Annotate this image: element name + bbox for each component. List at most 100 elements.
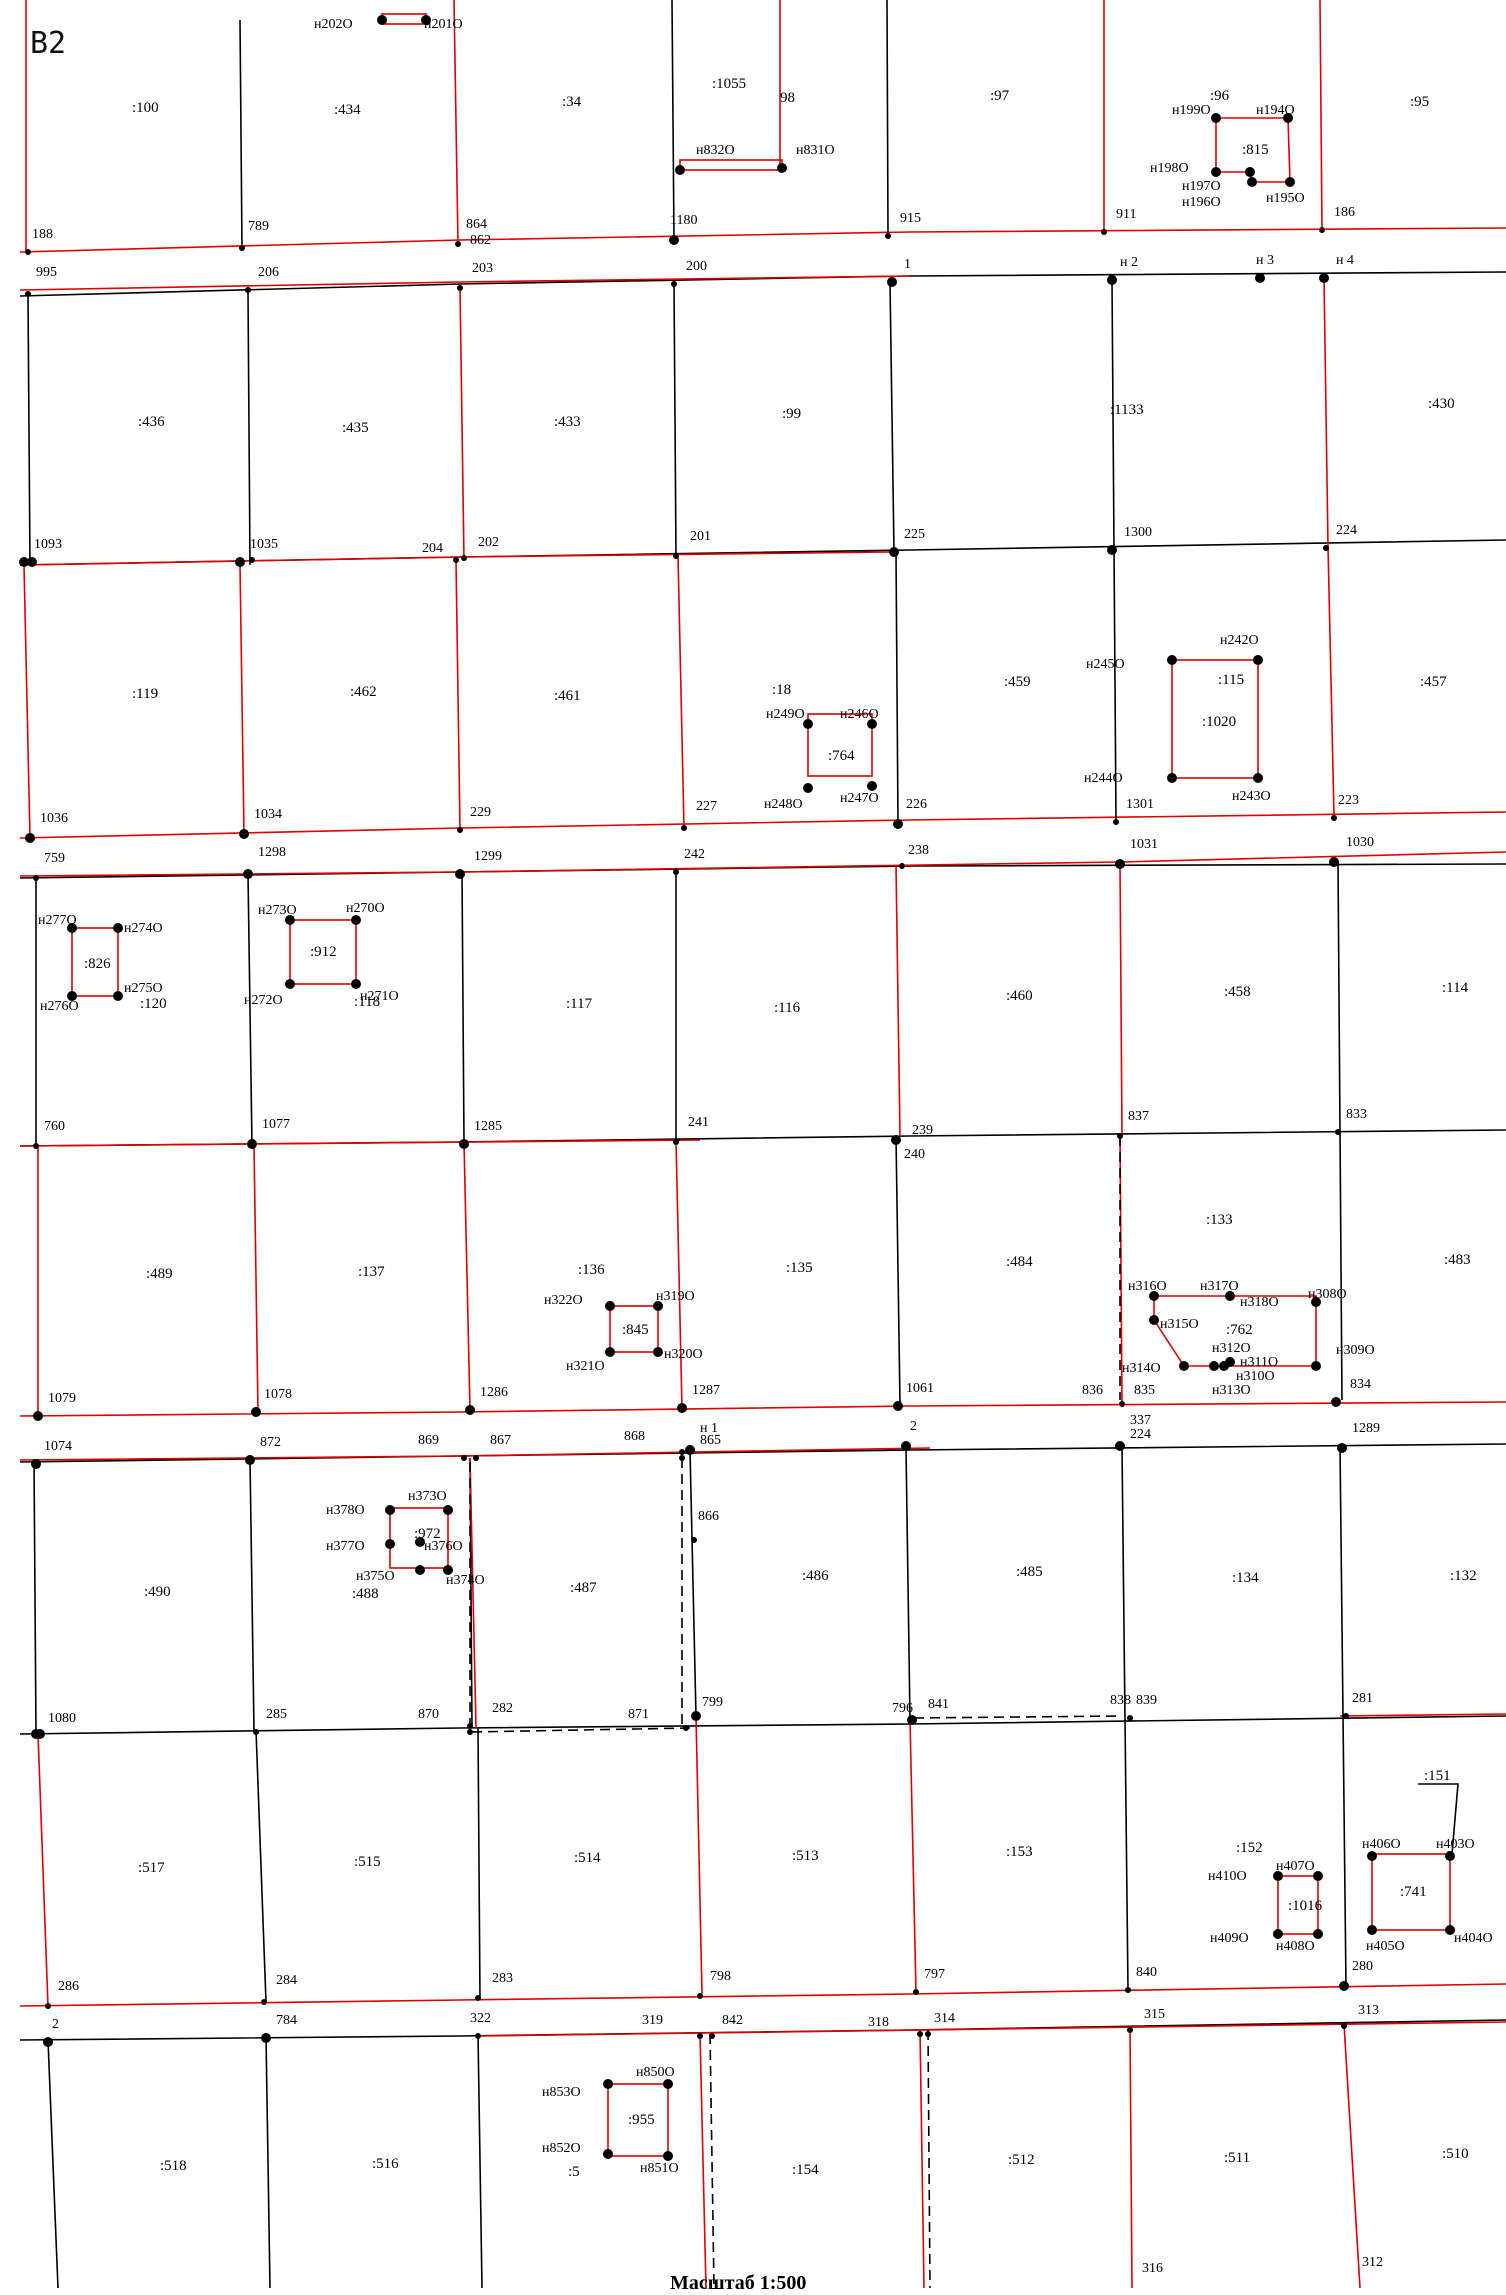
point-label: 1 — [904, 257, 911, 272]
parcel-label: :764 — [828, 748, 855, 764]
point-label: н320О — [664, 1347, 703, 1362]
parcel-label: :136 — [578, 1262, 605, 1278]
parcel-label: :912 — [310, 944, 337, 960]
parcel-label: :114 — [1442, 980, 1469, 996]
point-label: 2 — [910, 1419, 917, 1434]
parcel-label: :434 — [334, 102, 361, 118]
point-label: н201О — [424, 17, 463, 32]
parcel-label: :96 — [1210, 88, 1230, 104]
point-label: н276О — [40, 999, 79, 1014]
point-label: 1301 — [1126, 797, 1154, 812]
parcel-labels: :100 :434 :34 :1055 :97 :95 :96 :815 98 … — [84, 76, 1477, 2180]
point-label: 313 — [1358, 2003, 1379, 2018]
point-label: 833 — [1346, 1107, 1367, 1122]
parcel-label: :34 — [562, 94, 582, 110]
parcel-label: :118 — [354, 994, 380, 1010]
point-label: н853О — [542, 2085, 581, 2100]
parcel-label: :151 — [1424, 1768, 1451, 1784]
parcel-label: :100 — [132, 100, 159, 116]
parcel-label: :133 — [1206, 1212, 1233, 1228]
parcel-label: :461 — [554, 688, 581, 704]
parcel-label: :95 — [1410, 94, 1429, 110]
point-label: н311О — [1240, 1355, 1278, 1370]
dashed-boundaries — [469, 1136, 1123, 2288]
point-label: 224 — [1130, 1427, 1151, 1442]
point-label: н243О — [1232, 789, 1271, 804]
parcel-label: :489 — [146, 1266, 173, 1282]
point-label: н202О — [314, 17, 353, 32]
point-label: н378О — [326, 1503, 365, 1518]
point-label: н406О — [1362, 1837, 1401, 1852]
parcel-label: :462 — [350, 684, 377, 700]
parcel-label: :741 — [1400, 1884, 1427, 1900]
scale-text: Масштаб 1:500 — [670, 2272, 807, 2294]
point-label: 240 — [904, 1147, 925, 1162]
point-label: н831О — [796, 143, 835, 158]
point-label: 229 — [470, 805, 491, 820]
point-label: н322О — [544, 1293, 583, 1308]
parcel-label: :826 — [84, 956, 111, 972]
point-label: 241 — [688, 1115, 709, 1130]
point-label: н404О — [1454, 1931, 1493, 1946]
point-label: н 1 — [700, 1421, 718, 1436]
parcel-label: :484 — [1006, 1254, 1033, 1270]
point-label: 1289 — [1352, 1421, 1380, 1436]
parcel-label: :955 — [628, 2112, 655, 2128]
point-label: н408О — [1276, 1939, 1315, 1954]
point-label: 798 — [710, 1969, 731, 1984]
parcel-label: :117 — [566, 996, 593, 1012]
point-label: 1030 — [1346, 835, 1374, 850]
parcel-label: :515 — [354, 1854, 381, 1870]
parcel-label: :460 — [1006, 988, 1033, 1004]
point-label: 839 — [1136, 1693, 1157, 1708]
parcel-label: :487 — [570, 1580, 597, 1596]
point-label: 799 — [702, 1695, 723, 1710]
point-label: 188 — [32, 227, 53, 242]
point-label: 1300 — [1124, 525, 1152, 540]
parcel-label: :972 — [414, 1526, 441, 1542]
point-label: 1061 — [906, 1381, 934, 1396]
sheet-label: B2 — [30, 26, 67, 61]
point-label: н377О — [326, 1539, 365, 1554]
point-label: 226 — [906, 797, 927, 812]
point-label: н409О — [1210, 1931, 1249, 1946]
parcel-label: :512 — [1008, 2152, 1035, 2168]
point-label: н199О — [1172, 103, 1211, 118]
parcel-label: :1055 — [712, 76, 746, 92]
point-label: 862 — [470, 233, 491, 248]
point-label: н403О — [1436, 1837, 1475, 1852]
point-label: н 2 — [1120, 255, 1138, 270]
parcel-label: :516 — [372, 2156, 399, 2172]
parcel-label: :435 — [342, 420, 369, 436]
point-label: 239 — [912, 1123, 933, 1138]
point-label: 840 — [1136, 1965, 1157, 1980]
parcel-label: :513 — [792, 1848, 819, 1864]
point-label: н195О — [1266, 191, 1305, 206]
point-label: 1080 — [48, 1711, 76, 1726]
parcel-label: :1016 — [1288, 1898, 1323, 1914]
parcel-label: :490 — [144, 1584, 171, 1600]
point-label: н194О — [1256, 103, 1295, 118]
point-label: 225 — [904, 527, 925, 542]
point-label: н271О — [360, 989, 399, 1004]
parcel-label: :485 — [1016, 1564, 1043, 1580]
parcel-label: :488 — [352, 1586, 379, 1602]
point-label: 286 — [58, 1979, 79, 1994]
point-label: 870 — [418, 1707, 439, 1722]
point-label: н373О — [408, 1489, 447, 1504]
point-label: 203 — [472, 261, 493, 276]
point-label: 316 — [1142, 2261, 1163, 2276]
parcel-label: :518 — [160, 2158, 187, 2174]
point-label: н407О — [1276, 1859, 1315, 1874]
point-label: 796 — [892, 1701, 913, 1716]
point-label: н375О — [356, 1569, 395, 1584]
point-label: н315О — [1160, 1317, 1199, 1332]
point-label: 834 — [1350, 1377, 1371, 1392]
parcel-label: :845 — [622, 1322, 649, 1338]
parcel-label: :517 — [138, 1860, 165, 1876]
parcel-label: :510 — [1442, 2146, 1469, 2162]
point-label: н275О — [124, 981, 163, 996]
point-label: 2 — [52, 2017, 59, 2032]
point-label: 760 — [44, 1119, 65, 1134]
